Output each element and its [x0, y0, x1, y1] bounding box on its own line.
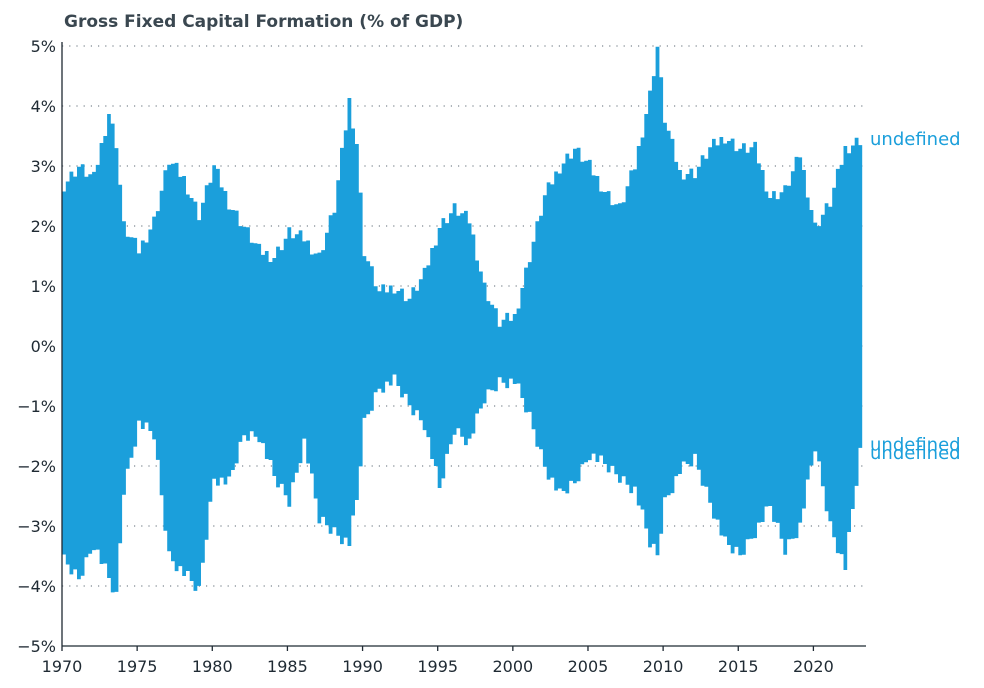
y-tick-label: −1%	[17, 397, 56, 416]
series-end-label: undefined	[870, 443, 961, 464]
x-tick-label: 2020	[793, 657, 834, 676]
y-tick-label: −2%	[17, 457, 56, 476]
y-tick-label: 3%	[31, 157, 56, 176]
area-band	[62, 46, 863, 593]
series-end-label: undefined	[870, 434, 961, 455]
x-tick-label: 1995	[417, 657, 458, 676]
y-tick-label: 0%	[31, 337, 56, 356]
area-series	[62, 46, 863, 593]
x-tick-label: 1990	[342, 657, 383, 676]
x-tick-label: 2000	[492, 657, 533, 676]
y-tick-label: 1%	[31, 277, 56, 296]
x-tick-label: 1970	[42, 657, 83, 676]
y-tick-label: 4%	[31, 97, 56, 116]
series-end-label: undefined	[870, 129, 961, 150]
y-tick-label: −5%	[17, 637, 56, 656]
axes	[61, 42, 866, 647]
chart-title: Gross Fixed Capital Formation (% of GDP)	[64, 12, 463, 32]
x-tick-label: 1975	[117, 657, 158, 676]
y-tick-label: 5%	[31, 37, 56, 56]
x-tick-label: 1985	[267, 657, 308, 676]
y-tick-label: −4%	[17, 577, 56, 596]
x-axis-ticks: 1970 1975 1980 1985 1990 1995 2000 2005 2010 2015…	[42, 646, 834, 676]
x-tick-label: 2010	[643, 657, 684, 676]
y-axis-ticks: 5% 4% 3% 2% 1% 0% −1% −2% −3% −4% −5%	[17, 37, 56, 656]
x-tick-label: 2005	[568, 657, 609, 676]
x-tick-label: 2015	[718, 657, 759, 676]
y-tick-label: 2%	[31, 217, 56, 236]
y-tick-label: −3%	[17, 517, 56, 536]
x-tick-label: 1980	[192, 657, 233, 676]
